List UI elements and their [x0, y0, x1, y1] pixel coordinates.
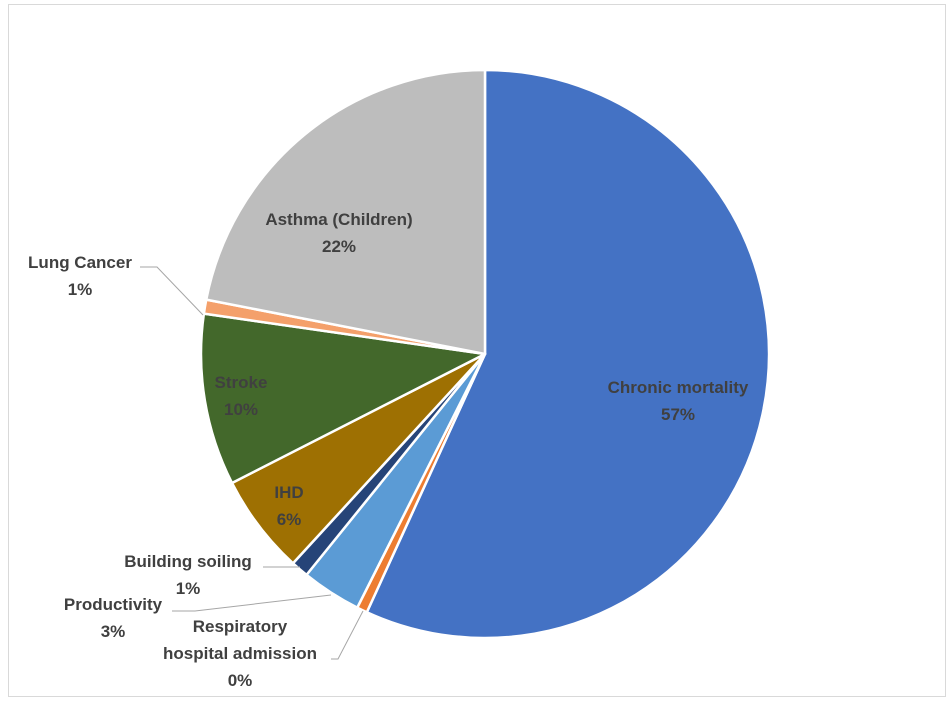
data-label-ihd: IHD 6% [274, 483, 303, 529]
pie-slice-chronic-mortality [365, 68, 771, 640]
data-label-lung-cancer: Lung Cancer 1% [28, 253, 132, 299]
data-label-respiratory-hospital-admission: Respiratory hospital admission 0% [163, 617, 317, 690]
leader-line-productivity [172, 594, 332, 612]
pie-slice-stroke [199, 312, 487, 485]
leader-line-respiratory-hospital-admission [331, 610, 364, 660]
data-label-asthma-children: Asthma (Children) 22% [265, 210, 412, 256]
data-label-chronic-mortality: Chronic mortality 57% [608, 378, 749, 424]
pie-slice-asthma-children [205, 68, 487, 356]
data-label-building-soiling: Building soiling 1% [124, 552, 251, 598]
leader-line-lung-cancer [140, 266, 204, 316]
data-label-productivity: Productivity 3% [64, 595, 163, 641]
data-label-stroke: Stroke 10% [215, 373, 268, 419]
